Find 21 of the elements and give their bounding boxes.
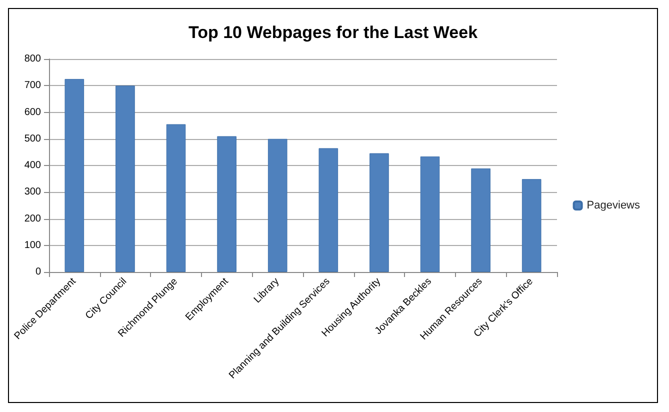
bar (370, 153, 389, 272)
bar (64, 78, 84, 272)
y-tick-label: 200 (24, 213, 42, 224)
bar (318, 148, 338, 272)
y-tick-label: 300 (24, 186, 42, 198)
bar (116, 86, 135, 272)
bar (420, 156, 440, 272)
bar (268, 138, 288, 272)
legend-label: Pageviews (586, 200, 640, 212)
bar (522, 179, 542, 272)
y-tick-label: 400 (24, 160, 42, 171)
y-tick-label: 800 (24, 54, 42, 64)
bar (471, 168, 490, 272)
y-tick-label: 0 (35, 266, 42, 278)
y-tick-label: 100 (24, 240, 42, 251)
bar (217, 136, 236, 272)
chart-title: Top 10 Webpages for the Last Week (188, 23, 478, 42)
y-tick-label: 600 (24, 106, 42, 118)
bar (166, 124, 186, 272)
y-tick-label: 500 (24, 133, 42, 144)
y-tick-label: 700 (24, 80, 42, 92)
